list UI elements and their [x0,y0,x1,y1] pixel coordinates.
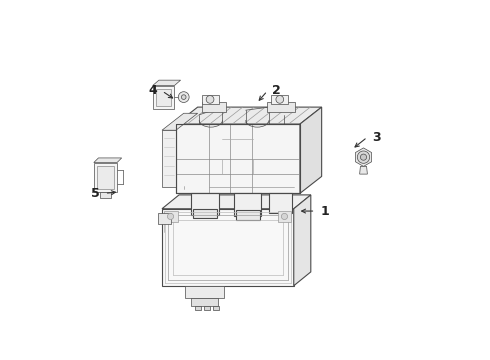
Circle shape [206,95,214,103]
Polygon shape [360,166,368,174]
Polygon shape [355,148,371,166]
Circle shape [276,95,284,103]
Polygon shape [162,209,294,286]
Circle shape [361,154,367,160]
Polygon shape [268,103,294,112]
Polygon shape [300,107,321,193]
Text: 2: 2 [272,85,281,98]
Polygon shape [185,286,224,298]
Polygon shape [162,195,311,209]
Polygon shape [271,95,288,104]
Polygon shape [192,298,218,306]
Polygon shape [156,89,171,105]
Polygon shape [269,193,292,213]
Polygon shape [164,211,177,222]
Circle shape [357,151,369,163]
Circle shape [281,213,288,220]
Polygon shape [195,306,201,310]
Polygon shape [100,192,111,198]
Polygon shape [201,103,226,112]
Text: 3: 3 [372,131,381,144]
Polygon shape [192,193,219,215]
Polygon shape [204,306,210,310]
Text: 5: 5 [91,187,100,200]
Polygon shape [153,86,174,109]
Polygon shape [234,193,261,216]
Polygon shape [294,195,311,286]
Polygon shape [176,107,321,124]
Polygon shape [94,163,117,192]
Circle shape [168,213,173,220]
Polygon shape [176,124,300,193]
Polygon shape [162,130,176,187]
Polygon shape [153,80,181,86]
Polygon shape [158,213,172,224]
Polygon shape [201,95,219,104]
Circle shape [178,92,189,103]
Polygon shape [213,306,220,310]
Polygon shape [162,113,197,130]
Polygon shape [97,166,114,189]
Polygon shape [94,158,122,163]
Circle shape [181,95,186,99]
Text: 1: 1 [320,204,329,217]
Polygon shape [193,209,217,218]
Text: 4: 4 [148,85,157,98]
Polygon shape [278,211,292,222]
Polygon shape [236,210,260,220]
